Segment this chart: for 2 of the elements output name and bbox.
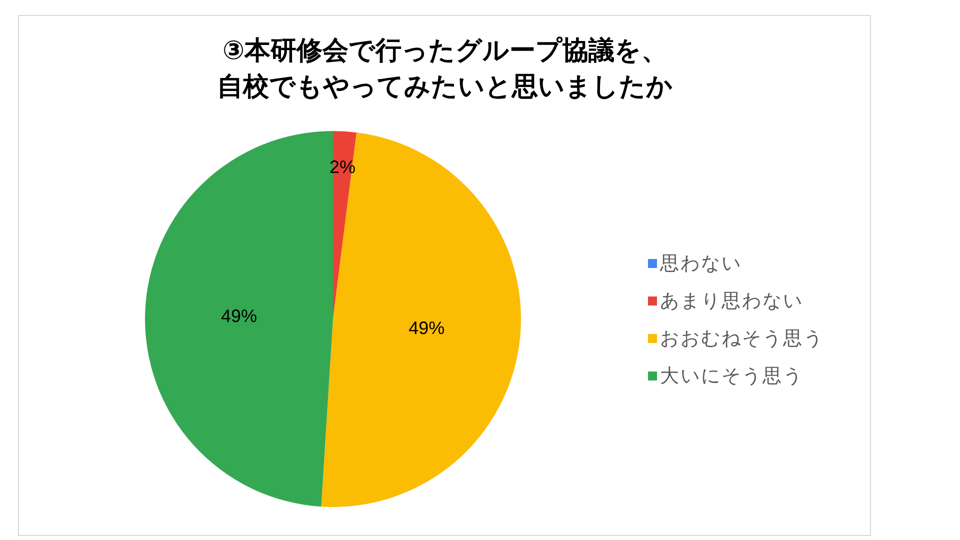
- title: ③本研修会で行ったグループ協議を、: [222, 35, 668, 65]
- title: 自校でもやってみたいと思いましたか: [217, 71, 673, 101]
